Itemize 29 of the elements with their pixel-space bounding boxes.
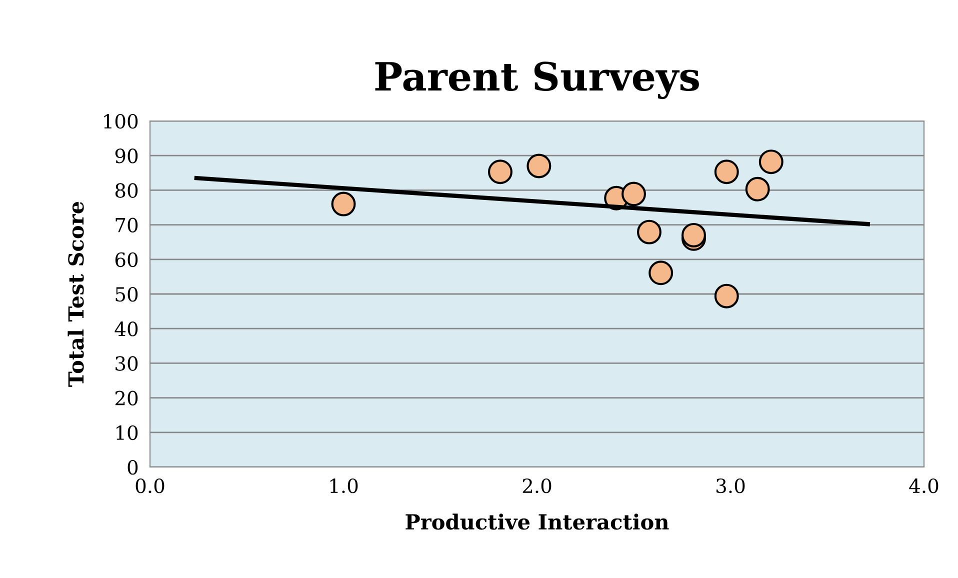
x-tick-label: 1.0	[330, 478, 358, 494]
y-tick-label: 0	[128, 460, 138, 475]
chart-title: Parent Surveys	[375, 62, 699, 100]
y-tick-label: 60	[115, 252, 138, 268]
point	[714, 160, 739, 184]
x-tick-label: 4.0	[909, 478, 938, 494]
x-tick-label: 2.0	[522, 478, 552, 494]
point	[526, 154, 552, 178]
y-tick-label: 10	[116, 425, 138, 440]
y-tick-label: 80	[115, 183, 138, 198]
x-axis-title: Productive Interaction	[406, 514, 669, 530]
y-tick-label: 100	[104, 114, 138, 129]
y-tick-label: 30	[116, 356, 138, 371]
point	[648, 260, 674, 286]
x-tick-label: 0.0	[136, 478, 164, 494]
point	[714, 284, 739, 308]
point	[622, 182, 646, 206]
y-tick-label: 50	[116, 286, 138, 302]
y-tick-label: 20	[115, 390, 138, 406]
point	[488, 160, 512, 184]
point	[758, 150, 784, 174]
point	[636, 220, 662, 244]
point	[745, 176, 770, 202]
y-tick-label: 90	[115, 148, 138, 164]
y-tick-label: 40	[114, 322, 138, 336]
y-tick-label: 70	[116, 218, 138, 232]
point	[331, 192, 356, 216]
y-axis-title: Total Test Score	[68, 202, 84, 387]
x-tick-label: 3.0	[716, 478, 745, 494]
